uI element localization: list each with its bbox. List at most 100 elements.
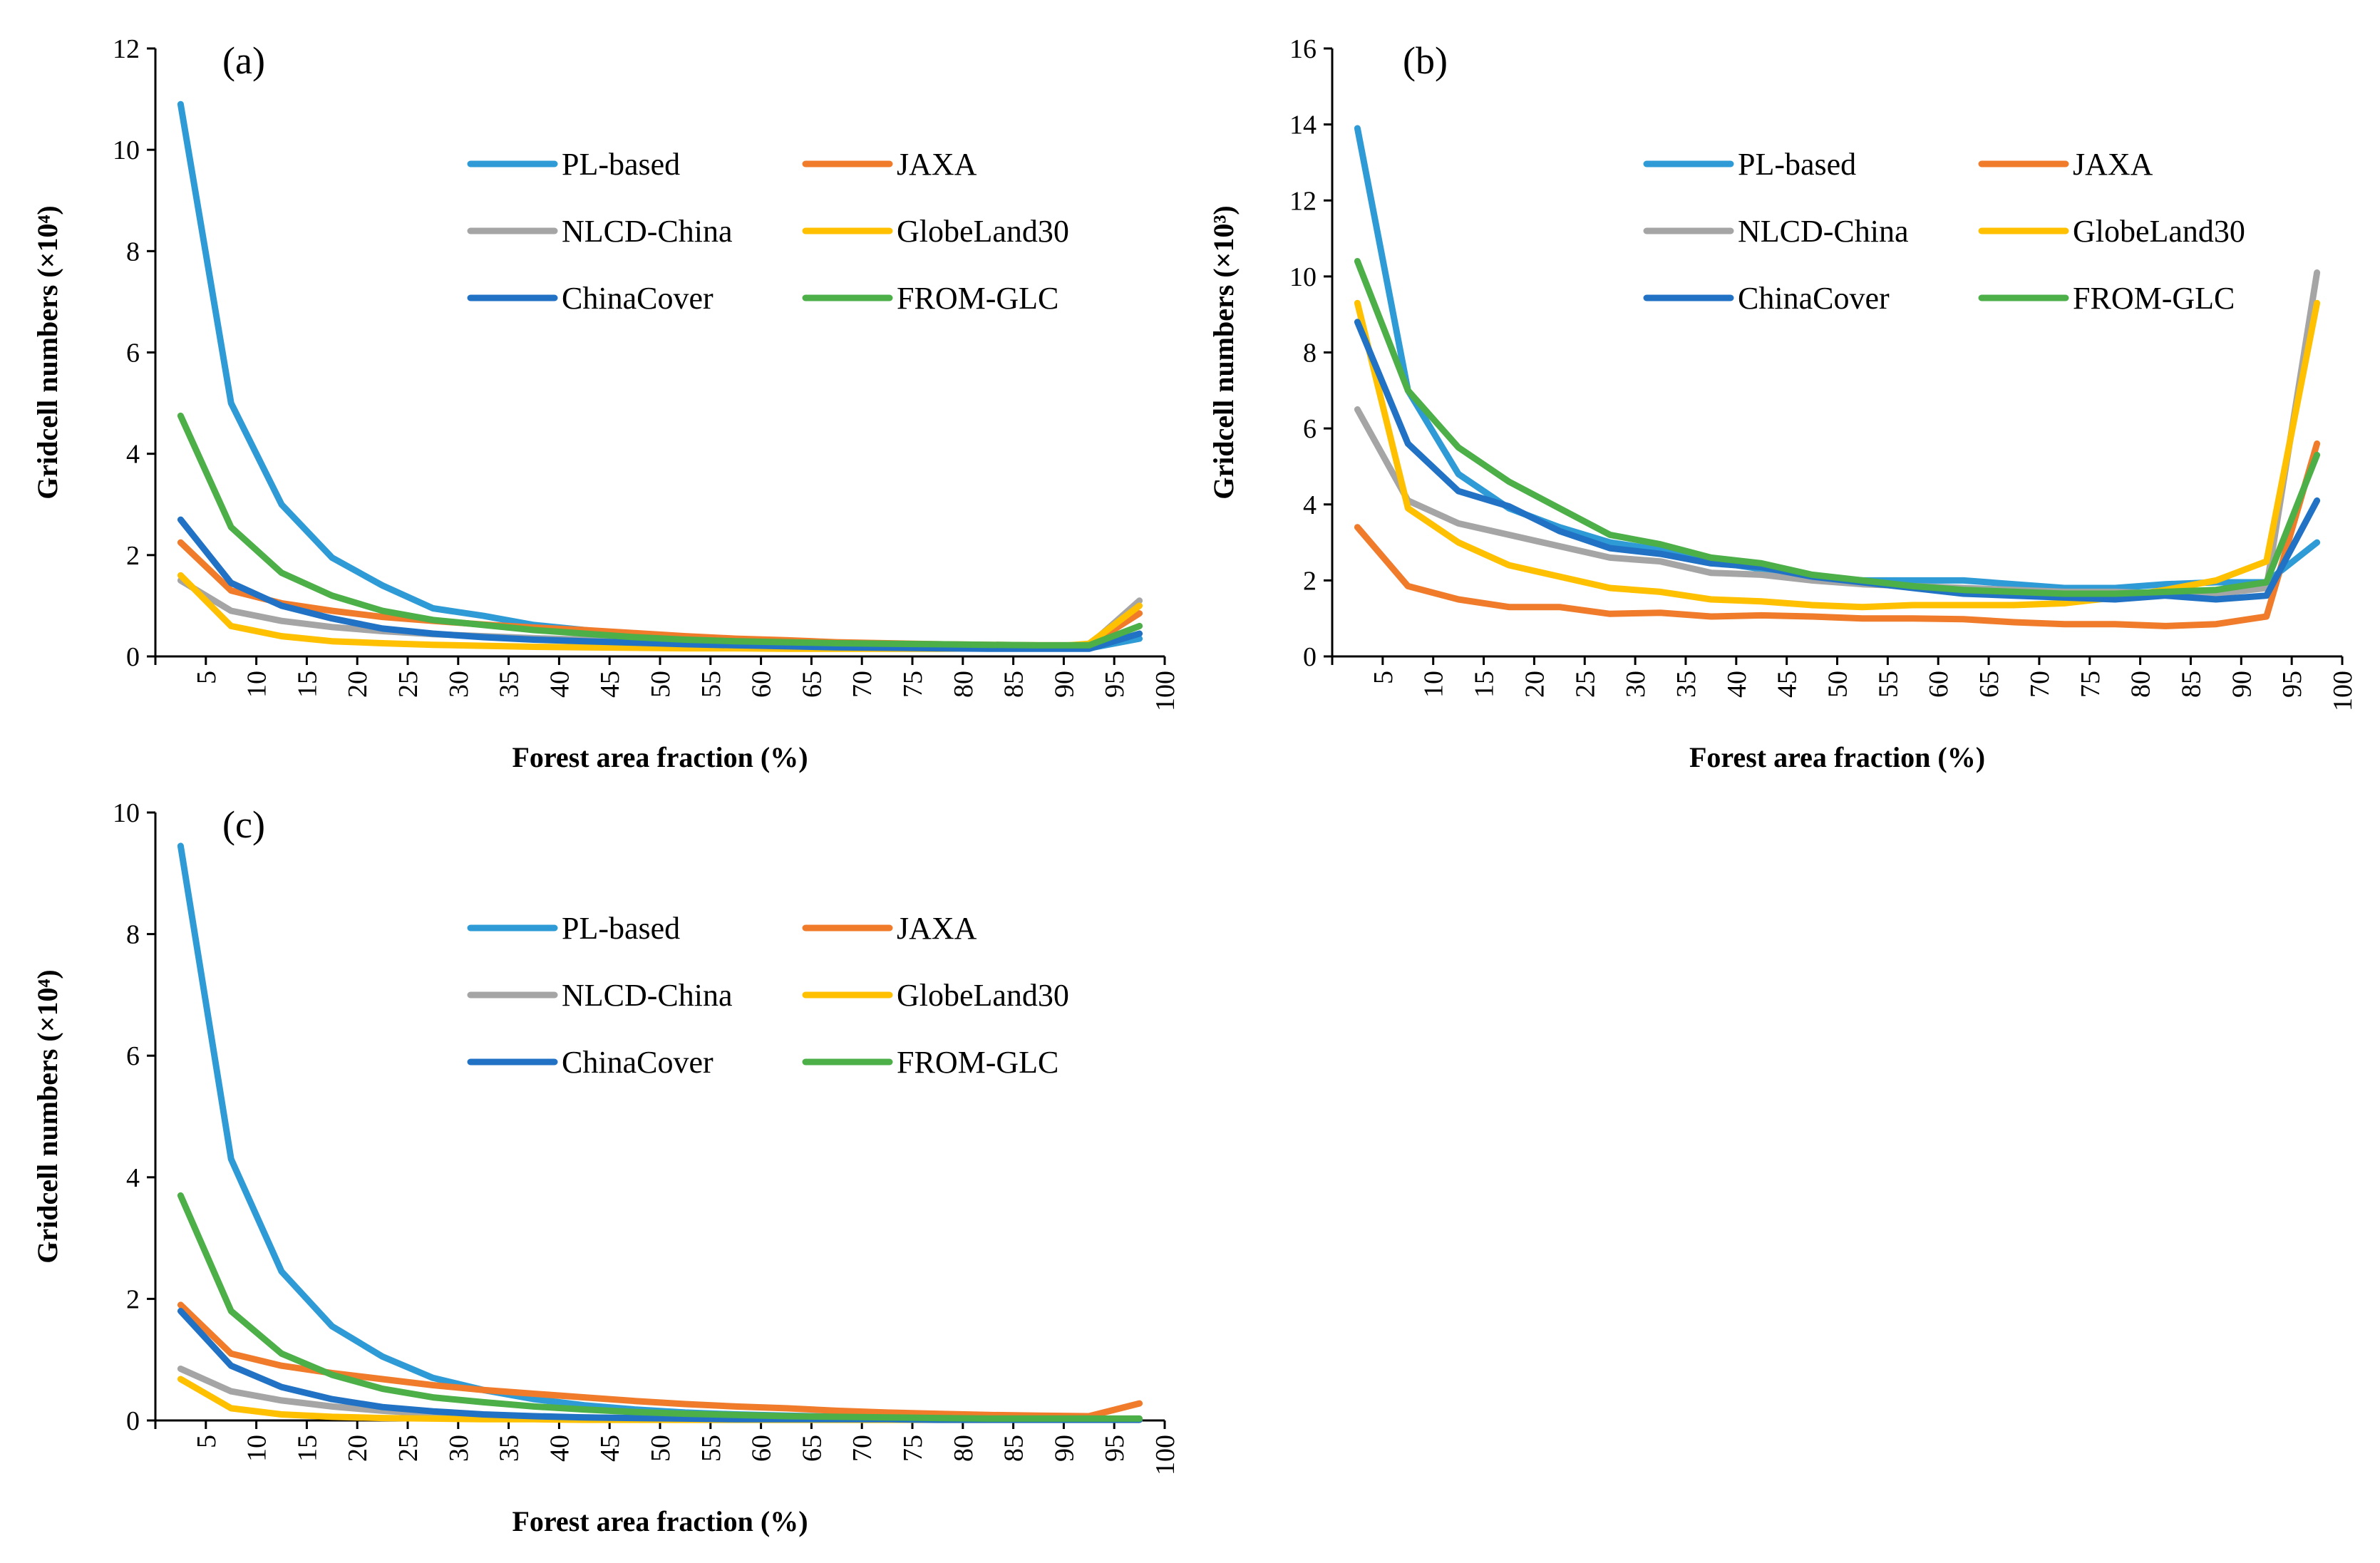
legend: PL-based JAXA NLCD-China GlobeLand30 ChinaCo…	[467, 147, 1069, 316]
y-tick-label: 10	[113, 798, 140, 828]
x-tick-label: 65	[1974, 671, 2004, 698]
x-tick-label: 5	[1369, 671, 1398, 684]
y-tick-label: 0	[126, 642, 140, 672]
y-tick-label: 0	[126, 1406, 140, 1436]
x-tick-label: 30	[444, 671, 474, 698]
x-tick-label: 35	[1671, 671, 1701, 698]
panel-label: (a)	[222, 39, 265, 82]
legend-label: JAXA	[2073, 147, 2153, 182]
x-tick-label: 25	[1570, 671, 1600, 698]
y-tick-label: 0	[1303, 642, 1317, 672]
x-tick-label: 75	[2076, 671, 2106, 698]
y-tick-label: 6	[126, 1041, 140, 1071]
series-line-chinacover	[177, 516, 1143, 652]
x-tick-label: 5	[192, 1435, 222, 1448]
x-tick-label: 35	[495, 1435, 525, 1462]
x-tick-label: 45	[595, 671, 625, 698]
x-tick-label: 65	[797, 1435, 827, 1462]
y-tick-label: 2	[126, 541, 140, 571]
y-tick-label: 6	[1303, 414, 1317, 444]
x-tick-label: 95	[2277, 671, 2307, 698]
panel-label: (b)	[1403, 39, 1448, 82]
legend: PL-based JAXA NLCD-China GlobeLand30 ChinaCo…	[1643, 147, 2245, 316]
x-tick-label: 60	[747, 1435, 777, 1462]
x-tick-label: 15	[1470, 671, 1500, 698]
legend-label: PL-based	[1738, 147, 1856, 182]
x-tick-label: 95	[1100, 1435, 1130, 1462]
chart-panel-a: 0 2 4 6 8 10 12 5 10 15 20 25 30 35 40 45 50 55 60 65 70 75 80…	[31, 34, 1180, 773]
x-tick-label: 55	[696, 1435, 726, 1462]
series-line-chinacover	[1354, 319, 2321, 603]
y-tick-label: 4	[126, 440, 140, 470]
legend: PL-based JAXA NLCD-China GlobeLand30 ChinaCo…	[467, 911, 1069, 1080]
y-tick-label: 16	[1289, 34, 1317, 64]
series-line-from-glc	[1354, 258, 2321, 597]
x-tick-label: 50	[646, 671, 676, 698]
series-line-jaxa	[1354, 440, 2321, 629]
x-tick-label: 15	[292, 1435, 322, 1462]
x-tick-label: 80	[949, 1435, 979, 1462]
x-tick-label: 15	[292, 671, 322, 698]
x-tick-label: 20	[343, 671, 373, 698]
series-line-pl-based	[1354, 125, 2321, 592]
legend-label: JAXA	[897, 911, 977, 946]
y-tick-label: 8	[126, 237, 140, 267]
x-tick-label: 85	[999, 1435, 1029, 1462]
legend-label: FROM-GLC	[897, 281, 1058, 316]
x-tick-label: 100	[1150, 671, 1180, 711]
x-tick-label: 10	[1419, 671, 1449, 698]
x-axis-title: Forest area fraction (%)	[512, 741, 808, 773]
series-line-from-glc	[177, 412, 1143, 649]
y-tick-label: 10	[113, 135, 140, 165]
x-tick-label: 55	[1873, 671, 1903, 698]
x-tick-label: 40	[545, 1435, 575, 1462]
x-tick-label: 25	[393, 1435, 423, 1462]
x-tick-label: 80	[949, 671, 979, 698]
x-axis-title: Forest area fraction (%)	[1689, 741, 1985, 773]
legend-label: PL-based	[562, 911, 680, 946]
series-line-pl-based	[177, 100, 1143, 652]
x-tick-label: 60	[747, 671, 777, 698]
chart-panel-b: 0 2 4 6 8 10 12 14 16 5 10 15 20 25 30 35 40 45 50 55 60 65 70…	[1207, 34, 2358, 773]
y-tick-label: 6	[126, 339, 140, 368]
legend-label: PL-based	[562, 147, 680, 182]
legend-label: FROM-GLC	[2073, 281, 2235, 316]
x-tick-label: 90	[1049, 671, 1079, 698]
x-tick-label: 60	[1924, 671, 1954, 698]
x-tick-label: 55	[696, 671, 726, 698]
x-tick-label: 45	[595, 1435, 625, 1462]
x-tick-label: 20	[1520, 671, 1550, 698]
legend-label: FROM-GLC	[897, 1045, 1058, 1080]
x-tick-label: 50	[1823, 671, 1853, 698]
y-tick-label: 8	[126, 920, 140, 950]
y-tick-label: 14	[1289, 110, 1317, 140]
x-tick-label: 30	[444, 1435, 474, 1462]
y-axis-title: Gridcell numbers (×10⁴)	[31, 205, 63, 500]
legend-label: ChinaCover	[562, 281, 714, 316]
x-axis-title: Forest area fraction (%)	[512, 1505, 808, 1537]
x-tick-label: 70	[848, 1435, 877, 1462]
y-axis-title: Gridcell numbers (×10³)	[1207, 205, 1240, 500]
legend-label: ChinaCover	[1738, 281, 1890, 316]
panel-label: (c)	[222, 803, 265, 846]
x-tick-label: 30	[1621, 671, 1651, 698]
legend-label: NLCD-China	[562, 214, 733, 249]
x-tick-label: 75	[898, 671, 928, 698]
legend-label: GlobeLand30	[2073, 214, 2245, 249]
x-tick-label: 35	[495, 671, 525, 698]
x-tick-label: 40	[545, 671, 575, 698]
x-tick-label: 90	[1049, 1435, 1079, 1462]
x-tick-label: 75	[898, 1435, 928, 1462]
y-tick-label: 8	[1303, 339, 1317, 368]
y-tick-label: 12	[113, 34, 140, 64]
x-tick-label: 85	[2176, 671, 2206, 698]
legend-label: JAXA	[897, 147, 977, 182]
x-tick-label: 85	[999, 671, 1029, 698]
legend-label: NLCD-China	[1738, 214, 1909, 249]
x-tick-label: 10	[242, 671, 272, 698]
x-tick-label: 90	[2227, 671, 2257, 698]
x-tick-label: 40	[1722, 671, 1752, 698]
legend-label: GlobeLand30	[897, 214, 1069, 249]
series-line-from-glc	[177, 1192, 1143, 1422]
y-tick-label: 10	[1289, 262, 1317, 292]
